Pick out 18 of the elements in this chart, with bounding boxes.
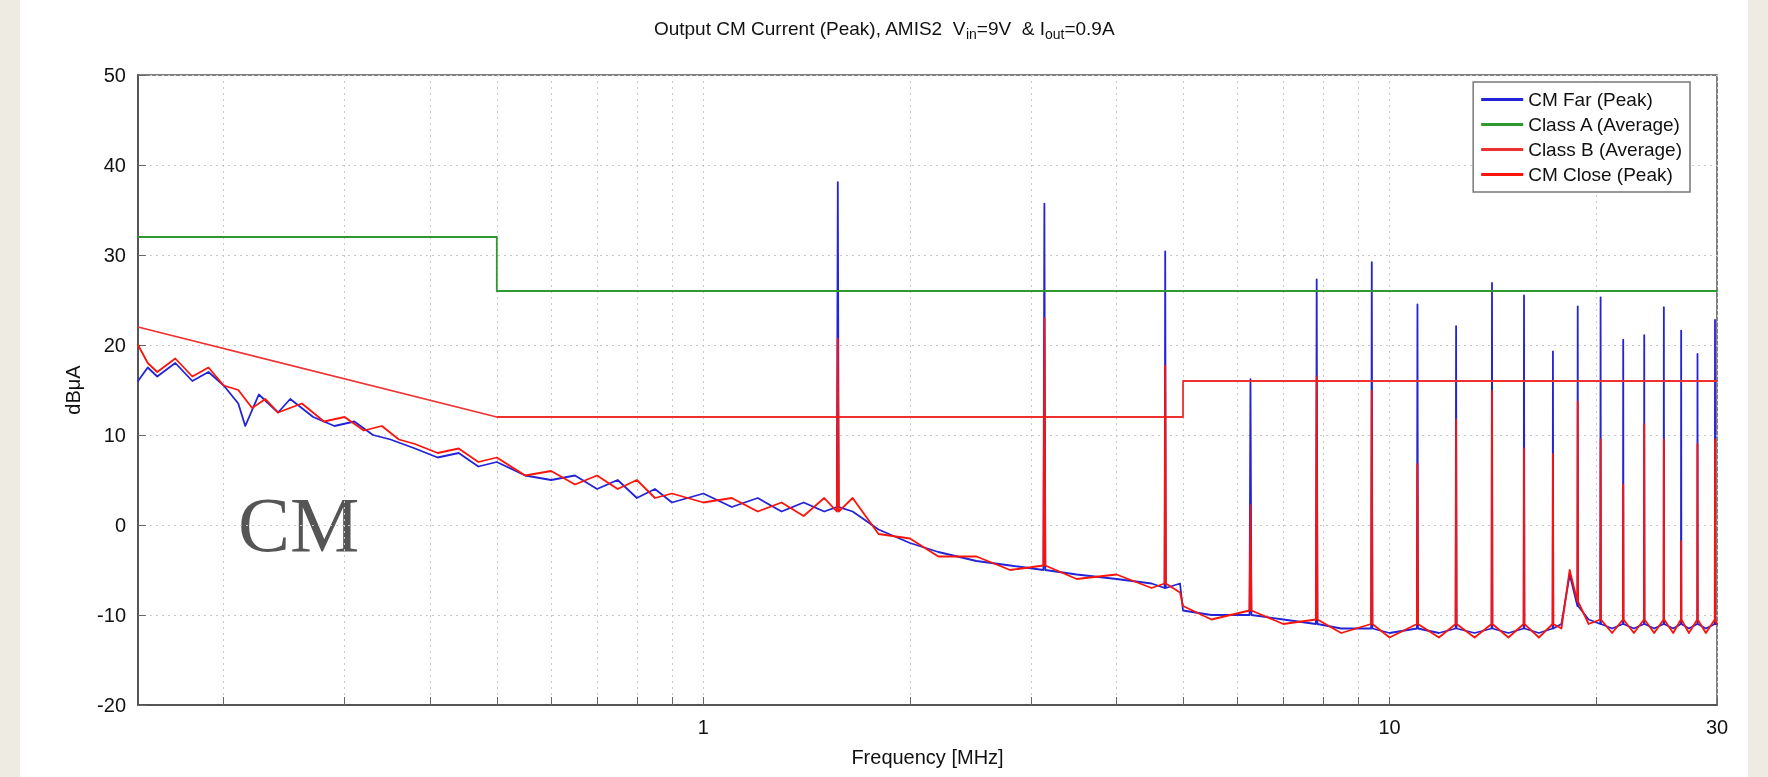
y-axis-title: dBμA <box>62 364 84 415</box>
x-tick-label: 10 <box>1378 716 1401 738</box>
legend-label: Class A (Average) <box>1528 114 1680 135</box>
y-tick-label: 10 <box>103 424 126 446</box>
y-tick-label: 20 <box>103 334 126 356</box>
legend-label: CM Far (Peak) <box>1528 89 1653 110</box>
y-tick-label: 40 <box>103 154 126 176</box>
x-tick-label: 1 <box>697 716 709 738</box>
x-tick-label: 30 <box>1705 716 1729 738</box>
y-tick-label: 0 <box>114 514 126 536</box>
y-tick-label: 50 <box>103 64 126 86</box>
legend-label: Class B (Average) <box>1528 139 1683 160</box>
y-tick-label: -20 <box>97 694 126 716</box>
legend-label: CM Close (Peak) <box>1528 164 1673 185</box>
x-axis-title: Frequency [MHz] <box>851 746 1004 768</box>
y-tick-label: 30 <box>103 244 126 266</box>
annotation: CM <box>238 480 360 568</box>
y-tick-label: -10 <box>97 604 126 626</box>
